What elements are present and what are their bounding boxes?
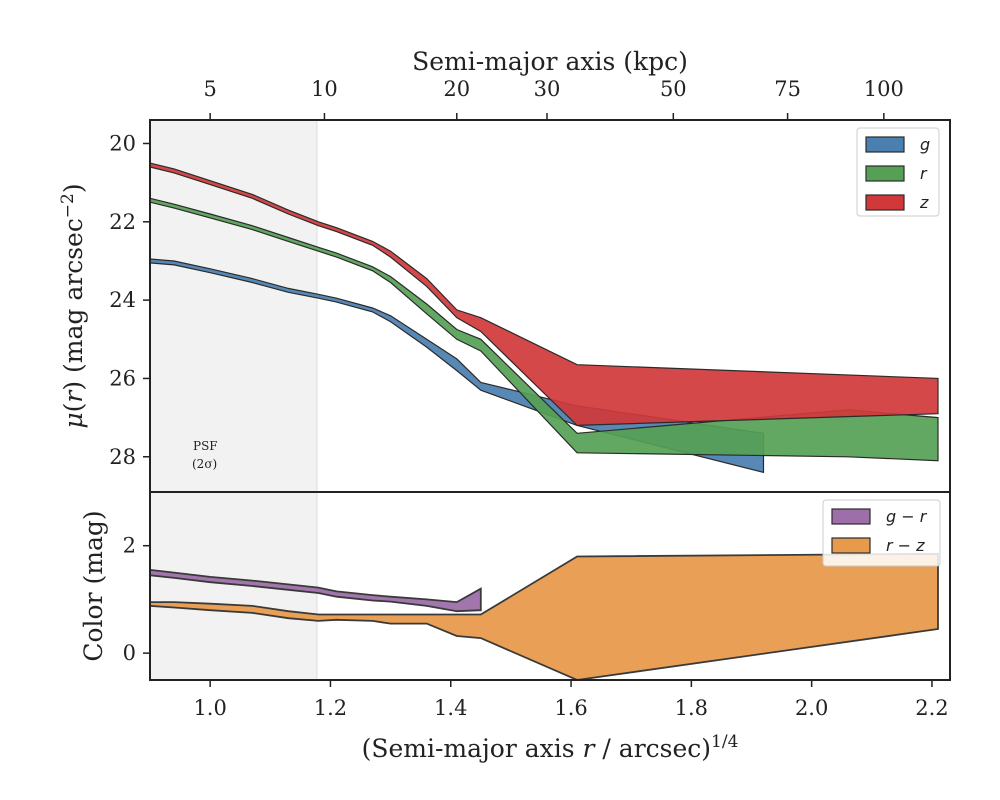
color-x-ticks: 1.0 1.2 1.4 1.6 1.8 2.0 2.2 [193,680,949,720]
psf-label-line2: (2σ) [192,457,217,471]
color-legend-label: r − z [886,536,925,555]
x-axis-title: (Semi-major axis r / arcsec)1/4 [362,732,739,763]
color-series [149,552,939,681]
x-tick-label: 1.2 [314,696,347,720]
semi-major-axis-kpc-ticks: 5 10 20 30 50 75 100 [203,77,904,120]
top-x-tick-label: 100 [864,77,904,101]
y-tick-label: 24 [109,288,136,312]
band-legend-swatch [865,136,905,153]
psf-band [149,119,318,493]
band-legend[interactable]: grz [856,127,940,217]
x-tick-label: 2.0 [795,696,828,720]
top-x-tick-label: 30 [534,77,561,101]
band-legend-label: r [920,164,928,183]
top-x-axis-title: Semi-major axis (kpc) [412,47,688,76]
top-x-tick-label: 75 [774,77,801,101]
x-tick-label: 2.2 [915,696,948,720]
x-tick-label: 1.0 [193,696,226,720]
band-legend-label: z [919,193,929,212]
band-legend-label: g [920,135,930,154]
top-x-tick-label: 20 [443,77,470,101]
y-tick-label: 0 [123,641,136,665]
color-legend-label: g − r [886,507,928,526]
color-r-minus-z-band [149,552,939,681]
color-y-axis-title: Color (mag) [79,510,108,661]
y-tick-label: 26 [109,366,136,390]
surface-brightness-series [149,162,939,474]
top-x-tick-label: 10 [311,77,338,101]
surface-brightness-y-ticks: 20 22 24 26 28 [109,131,150,469]
color-legend[interactable]: g − r r − z [822,499,941,567]
surface-brightness-y-axis-title: μ(r) (mag arcsec−2) [58,183,88,428]
color-g-minus-r-band [149,568,482,613]
color-legend-swatch [831,537,871,554]
x-tick-label: 1.4 [434,696,467,720]
color-y-ticks: 02 [123,534,150,665]
y-tick-label: 2 [123,534,136,558]
psf-label-line1: PSF [193,439,218,453]
band-legend-swatch [865,165,905,182]
band-z-profile [149,162,939,427]
color-legend-swatch [831,508,871,525]
surface-brightness-panel: 20 22 24 26 28 5 10 20 30 50 75 100 PSF (2σ) grz S… [58,47,951,493]
y-tick-label: 28 [109,445,136,469]
y-tick-label: 22 [109,210,136,234]
x-tick-label: 1.8 [675,696,708,720]
band-legend-swatch [865,194,905,211]
top-x-tick-label: 50 [660,77,687,101]
top-x-tick-label: 5 [203,77,216,101]
color-frame [149,491,951,681]
x-tick-label: 1.6 [554,696,587,720]
band-r-profile [149,197,939,462]
y-tick-label: 20 [109,131,136,155]
color-panel: 02 1.0 1.2 1.4 1.6 1.8 2.0 2.2 g − rr − z Colo… [79,491,951,763]
